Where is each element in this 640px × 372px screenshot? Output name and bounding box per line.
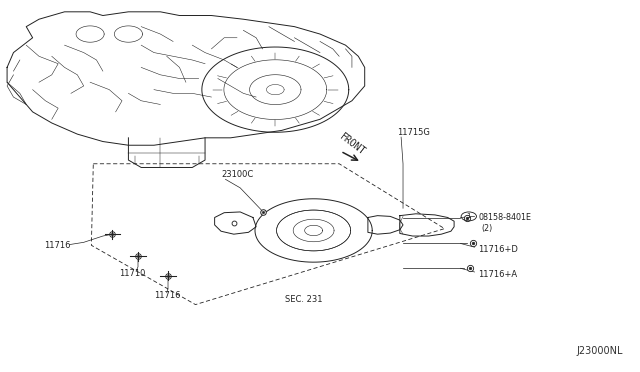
Text: 11715G: 11715G <box>397 128 429 137</box>
Text: 11716: 11716 <box>154 291 180 300</box>
Text: 11716+D: 11716+D <box>478 244 518 253</box>
Text: SEC. 231: SEC. 231 <box>285 295 323 304</box>
Text: 1: 1 <box>467 214 471 219</box>
Text: 23100C: 23100C <box>221 170 253 179</box>
Text: 11716: 11716 <box>44 241 70 250</box>
Text: 11710: 11710 <box>119 269 145 278</box>
Text: 11716+A: 11716+A <box>478 270 518 279</box>
Text: J23000NL: J23000NL <box>577 346 623 356</box>
Text: FRONT: FRONT <box>338 132 367 157</box>
Text: (2): (2) <box>481 224 492 233</box>
Text: 08158-8401E: 08158-8401E <box>478 213 531 222</box>
